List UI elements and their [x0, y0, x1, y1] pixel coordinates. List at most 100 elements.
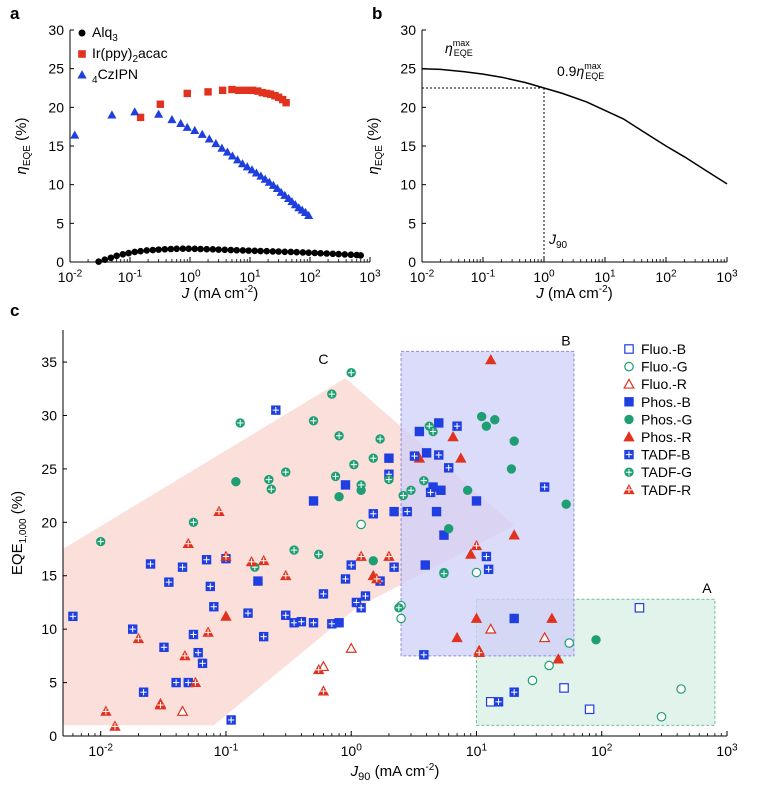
point-c-phos-b — [509, 613, 519, 624]
point-c-phos-b — [434, 418, 444, 428]
point-c-tadf-r — [220, 550, 232, 561]
y-tick-label-b: 30 — [400, 22, 416, 38]
point-a-triangle — [107, 110, 117, 119]
point-a-circle — [287, 248, 295, 256]
point-a-triangle — [256, 171, 266, 180]
point-c-tadf-b — [452, 421, 462, 431]
point-c-tadf-b — [177, 562, 188, 572]
y-tick-label-b: 20 — [400, 99, 416, 115]
point-c-tadf-r — [470, 539, 483, 551]
point-c-phos-r — [455, 452, 467, 463]
legend-marker-c — [624, 414, 634, 425]
point-c-phos-r — [485, 354, 497, 365]
point-c-phos-r — [470, 612, 483, 623]
point-a-triangle-shape — [227, 151, 237, 160]
legend-label-c: Phos.-R — [641, 429, 692, 445]
point-c-tadf-g — [349, 459, 359, 470]
point-a-circle — [167, 245, 175, 253]
point-c-tadf-r — [213, 505, 225, 516]
point-a-triangle-shape — [233, 155, 243, 164]
point-c-tadf-b — [209, 602, 219, 612]
point-a-circle-shape — [281, 248, 289, 256]
point-a-square — [235, 86, 243, 95]
point-c-phos-b-shape — [509, 613, 519, 624]
point-c-phos-r-shape — [546, 612, 558, 623]
point-a-square-shape — [228, 85, 236, 94]
legend-marker-c — [624, 361, 634, 372]
point-c-phos-g — [443, 524, 454, 534]
point-a-circle — [155, 246, 162, 253]
point-c-tadf-g — [406, 485, 416, 495]
point-a-circle-shape — [107, 254, 115, 262]
point-c-phos-b-shape — [439, 530, 449, 540]
point-c-fluo-g-shape — [544, 660, 554, 671]
point-a-triangle — [167, 114, 177, 124]
point-a-circle — [245, 247, 252, 254]
point-a-circle — [113, 252, 120, 260]
legend-label-c: Fluo.-B — [641, 341, 686, 357]
y-tick-label-a: 5 — [56, 215, 64, 231]
point-c-fluo-r-shape — [538, 631, 551, 643]
point-c-tadf-b — [281, 610, 291, 620]
point-c-fluo-g — [656, 711, 667, 722]
x-tick-label-b: 10-1 — [471, 268, 496, 285]
point-a-triangle-shape — [204, 134, 214, 143]
point-a-triangle — [154, 109, 164, 118]
point-c-tadf-b — [201, 555, 212, 565]
legend-marker-a-circle-shape — [78, 29, 86, 37]
legend-label-a: 4CzIPN — [92, 66, 138, 86]
point-c-tadf-r — [182, 537, 194, 549]
point-c-phos-g-shape — [490, 415, 500, 425]
point-a-square-shape — [204, 88, 212, 96]
point-c-fluo-r — [484, 623, 497, 634]
point-c-phos-b — [384, 453, 394, 463]
point-a-square — [183, 89, 191, 98]
point-a-triangle-shape — [237, 159, 248, 168]
point-c-phos-r-shape — [552, 653, 564, 664]
y-tick-label-c: 0 — [49, 728, 57, 744]
point-a-circle-shape — [317, 249, 324, 257]
point-a-circle-shape — [101, 256, 109, 263]
point-c-phos-b — [431, 506, 442, 517]
point-c-fluo-g — [471, 567, 482, 578]
point-c-tadf-b — [419, 650, 429, 660]
point-c-fluo-g-shape — [656, 711, 667, 722]
point-a-circle — [101, 256, 109, 263]
point-a-circle — [323, 250, 331, 257]
y-tick-label-c: 10 — [41, 621, 57, 637]
x-axis-label-a: J (mA cm-2) — [181, 284, 258, 302]
x-axis-label-b: J (mA cm-2) — [535, 284, 612, 302]
point-a-triangle-shape — [276, 187, 286, 196]
point-c-phos-b — [420, 560, 430, 570]
point-c-phos-r — [508, 529, 520, 540]
point-c-tadf-b — [351, 597, 362, 608]
legend-marker-c-shape — [623, 431, 635, 442]
point-c-fluo-b-shape — [485, 697, 496, 707]
point-a-circle — [239, 247, 247, 254]
x-tick-label-b: 100 — [533, 268, 555, 285]
point-a-circle — [191, 245, 199, 253]
point-c-tadf-b — [145, 559, 156, 569]
point-a-circle — [203, 245, 211, 253]
point-a-circle-shape — [191, 245, 199, 253]
point-a-triangle-shape — [182, 122, 192, 131]
point-c-phos-r-shape — [447, 430, 459, 442]
point-c-tadf-b — [271, 405, 281, 415]
j90-label: J90 — [548, 231, 568, 251]
point-c-tadf-g — [346, 368, 356, 378]
point-a-triangle-shape — [268, 180, 278, 189]
point-a-triangle-shape — [264, 177, 274, 186]
point-a-circle — [227, 246, 235, 254]
legend-marker-c — [624, 449, 634, 460]
legend-marker-c — [623, 378, 635, 389]
point-a-circle — [197, 245, 204, 253]
point-a-triangle — [304, 210, 314, 220]
point-c-tadf-b — [434, 450, 444, 460]
point-a-square — [282, 98, 290, 107]
point-a-circle-shape — [179, 245, 187, 252]
point-c-phos-g-shape — [481, 421, 492, 431]
point-c-tadf-b — [226, 715, 236, 725]
legend-marker-c — [624, 397, 634, 407]
point-c-phos-b — [414, 426, 425, 437]
